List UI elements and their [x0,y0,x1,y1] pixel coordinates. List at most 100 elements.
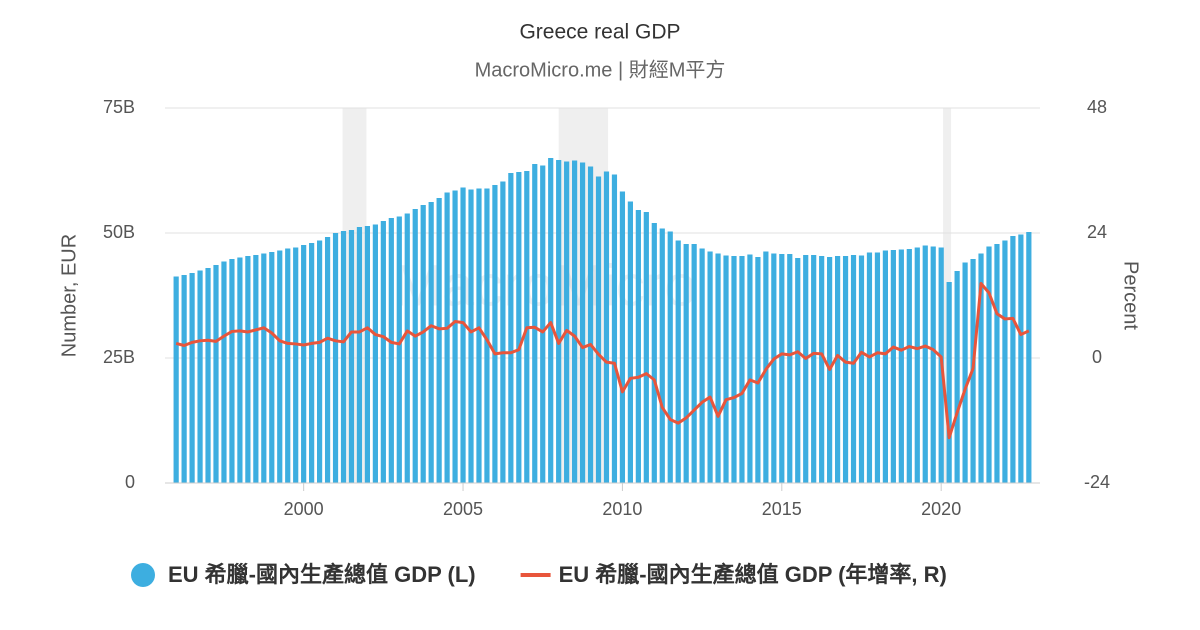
bar [779,254,785,483]
bar [771,253,777,483]
bar [428,202,434,483]
x-tick-label: 2020 [921,499,961,519]
bar [221,261,227,483]
legend-marker [131,563,155,587]
bar [1018,234,1024,483]
legend-label: EU 希臘-國內生產總值 GDP (年增率, R) [559,562,947,587]
bar [587,166,594,483]
bar [1002,240,1008,483]
bar [285,248,291,483]
y2-tick-label: -24 [1084,472,1110,492]
bar [468,189,474,483]
line [175,282,1030,440]
bar [173,276,179,483]
bar [213,265,219,483]
bar [181,275,187,483]
bar [436,198,442,483]
recession-band [342,108,367,483]
bar [874,252,881,483]
bar [747,254,753,483]
bar [460,187,466,483]
x-tick-label: 2000 [284,499,324,519]
bar [675,240,681,483]
bar [946,282,952,483]
bar [452,190,458,483]
bar [356,227,363,483]
bar [309,243,315,483]
bar [787,254,793,483]
bar [994,244,1000,483]
bar [731,256,737,483]
y-tick-label: 25B [103,347,135,367]
bar [293,247,299,483]
bar [572,160,578,483]
bar [532,164,538,483]
bar [755,257,761,483]
bar [556,160,562,483]
bar [404,213,410,483]
bar [277,250,283,483]
bar [954,271,960,483]
bar [627,201,633,483]
bar [715,253,721,483]
bar [699,248,705,483]
bar [492,185,498,483]
bar [795,258,801,483]
bar [922,245,928,483]
bar [412,209,418,483]
bar [667,231,673,483]
bar [659,228,665,483]
bar [882,250,889,483]
bar [811,255,817,483]
bar [683,244,689,483]
bar [619,191,626,483]
bar [332,233,339,483]
bar [564,161,570,483]
x-tick-label: 2015 [762,499,802,519]
bar [420,205,426,483]
bar [819,256,825,483]
bar [611,174,618,483]
bar [803,255,809,483]
bar [540,165,546,483]
bar [707,251,713,483]
legend-label: EU 希臘-國內生產總值 GDP (L) [168,562,476,587]
bar [850,255,857,483]
bar [986,246,992,483]
bar [930,246,936,483]
bar [651,223,657,483]
bar [189,273,195,483]
y-tick-label: 50B [103,222,135,242]
bar [316,240,323,483]
bar [508,173,514,483]
bar [301,245,307,483]
bar [253,255,259,483]
y2-tick-label: 0 [1092,347,1102,367]
bar [890,250,896,483]
y2-tick-label: 48 [1087,97,1107,117]
bar [245,256,251,483]
bar [858,255,865,483]
bar [516,172,522,483]
x-tick-label: 2010 [602,499,642,519]
bar [1010,236,1016,483]
bar [364,226,371,483]
bar [906,249,912,483]
bar [324,237,331,483]
bar [603,171,610,483]
bar [388,218,394,483]
chart-title: Greece real GDP [519,21,680,44]
bar [229,259,235,483]
bar [396,216,402,483]
bar [237,257,243,483]
bar [914,247,920,483]
bar [962,262,968,483]
bar [1026,232,1032,483]
bar [500,181,506,483]
bar [205,268,211,483]
y-tick-label: 0 [125,472,135,492]
bar [476,188,482,483]
bar [197,270,203,483]
